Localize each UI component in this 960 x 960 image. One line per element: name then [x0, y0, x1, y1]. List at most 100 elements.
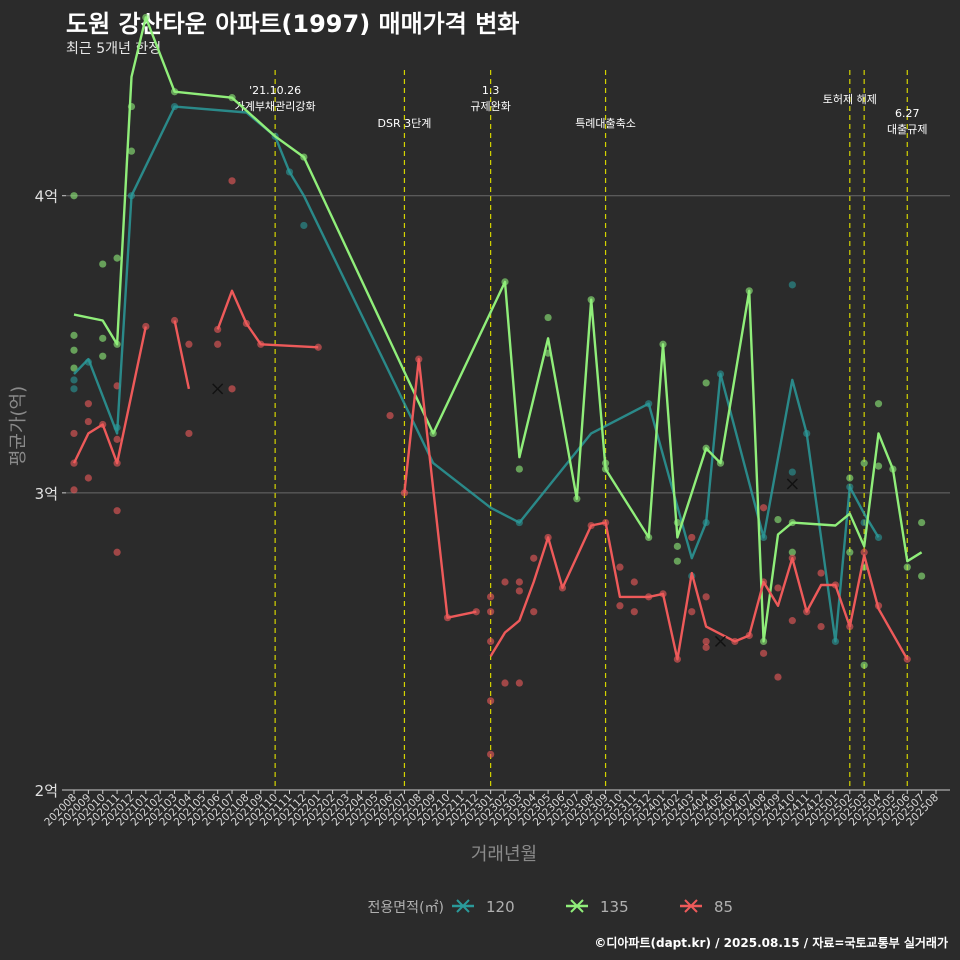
data-point-85	[515, 679, 523, 687]
legend-label: 135	[600, 898, 629, 916]
data-point-85	[185, 340, 193, 348]
data-point-135	[70, 346, 78, 354]
data-point-85	[774, 584, 782, 592]
data-point-135	[874, 400, 883, 408]
data-point-135	[127, 147, 136, 155]
data-point-85	[860, 548, 868, 556]
data-point-85	[616, 563, 624, 571]
data-point-85	[113, 548, 121, 556]
data-point-135	[788, 548, 796, 556]
data-point-85	[70, 429, 78, 438]
data-point-135	[860, 459, 868, 467]
data-point-85	[84, 474, 92, 482]
data-point-135	[70, 331, 78, 339]
data-point-85	[760, 504, 768, 512]
data-point-135	[673, 557, 682, 565]
data-point-135	[70, 192, 78, 200]
data-point-135	[544, 313, 552, 322]
y-tick-label: 3억	[35, 485, 58, 503]
data-point-85	[702, 643, 710, 651]
data-point-85	[688, 533, 696, 542]
series-line-85	[173, 320, 191, 390]
data-point-120	[788, 281, 796, 289]
data-point-85	[228, 385, 236, 393]
legend-swatch-marker	[684, 899, 698, 913]
data-point-85	[214, 340, 222, 348]
event-label: 1.3	[482, 84, 500, 97]
data-point-85	[515, 578, 523, 586]
data-point-120	[788, 468, 796, 476]
data-point-85	[487, 637, 495, 646]
source-caption: ©디아파트(dapt.kr) / 2025.08.15 / 자료=국토교통부 실…	[594, 936, 948, 950]
data-point-85	[84, 417, 92, 426]
data-point-120	[70, 385, 78, 393]
data-point-85	[530, 608, 538, 616]
y-axis-title: 평균가(억)	[8, 386, 29, 466]
data-point-85	[142, 322, 150, 331]
data-point-85	[185, 429, 193, 438]
y-tick-label: 4억	[35, 188, 58, 206]
event-label: 토허제 해제	[823, 92, 877, 106]
data-point-85	[688, 608, 696, 616]
data-point-85	[774, 673, 782, 681]
event-label: '21.10.26	[249, 84, 301, 97]
data-point-135	[515, 465, 523, 473]
data-point-135	[860, 661, 868, 669]
data-point-135	[702, 379, 710, 387]
data-point-85	[84, 400, 92, 408]
legend-swatch-marker	[570, 899, 584, 913]
data-point-85	[314, 343, 322, 351]
data-point-120	[300, 221, 308, 230]
cancelled-marker	[715, 635, 726, 647]
legend-label: 85	[714, 898, 733, 916]
legend-swatch-marker	[456, 899, 470, 913]
data-point-135	[846, 474, 854, 482]
event-label: 특례대출축소	[575, 117, 636, 130]
data-point-135	[99, 260, 107, 268]
event-label: 대출규제	[887, 123, 927, 136]
data-point-85	[616, 602, 624, 610]
series-line-135	[73, 16, 923, 643]
event-label: 가계부채관리강화	[235, 100, 316, 113]
data-point-135	[113, 254, 121, 262]
data-point-85	[228, 177, 236, 185]
data-point-135	[70, 364, 78, 372]
data-point-85	[630, 608, 638, 616]
cancelled-marker	[212, 383, 224, 395]
data-point-85	[487, 750, 495, 758]
series-line-120	[73, 105, 880, 643]
legend-title: 전용면적(㎡)	[368, 900, 444, 916]
data-point-85	[788, 617, 796, 625]
data-point-135	[99, 352, 107, 360]
data-point-135	[774, 516, 782, 524]
data-point-85	[487, 697, 495, 705]
data-point-85	[817, 569, 825, 577]
data-point-135	[903, 563, 911, 571]
data-point-120	[70, 376, 78, 384]
data-point-135	[918, 572, 926, 580]
data-point-85	[487, 608, 495, 616]
data-point-135	[874, 462, 883, 470]
data-point-85	[501, 578, 509, 586]
event-label: DSR 3단계	[378, 117, 432, 130]
data-point-85	[530, 554, 538, 562]
data-point-85	[70, 486, 78, 494]
data-point-135	[918, 518, 926, 527]
data-point-85	[487, 593, 495, 601]
data-point-85	[702, 593, 710, 601]
data-point-85	[817, 622, 825, 631]
series-line-85	[403, 357, 477, 619]
series-line-85	[72, 326, 147, 465]
data-point-85	[386, 412, 394, 420]
data-point-85	[113, 435, 121, 443]
data-point-85	[515, 587, 523, 595]
legend-label: 120	[486, 898, 515, 916]
y-tick-label: 2억	[35, 782, 58, 800]
series-line-85	[489, 521, 909, 661]
cancelled-marker	[786, 478, 798, 490]
event-label: 규제완화	[470, 100, 510, 113]
data-point-135	[99, 334, 107, 342]
data-point-85	[113, 507, 121, 515]
x-axis-title: 거래년월	[471, 844, 537, 865]
